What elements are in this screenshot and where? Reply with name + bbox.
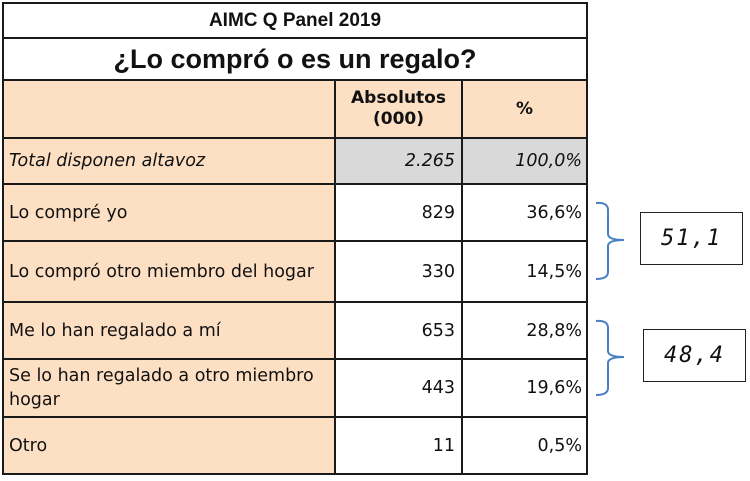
row-pct: 0,5% [463,418,586,473]
table-subtitle: ¿Lo compró o es un regalo? [113,43,477,74]
table-row: Lo compró otro miembro del hogar 330 14,… [4,240,586,301]
title-row: AIMC Q Panel 2019 [4,4,586,37]
header-absolutos-line2: (000) [372,109,424,129]
row-label: Se lo han regalado a otro miembro hogar [4,360,336,416]
row-abs: 443 [336,360,463,416]
table-row: Otro 11 0,5% [4,416,586,473]
row-abs: 829 [336,185,463,240]
header-absolutos-line1: Absolutos [351,88,446,108]
row-label: Me lo han regalado a mí [4,303,336,358]
row-label: Total disponen altavoz [4,139,336,183]
row-label: Lo compró otro miembro del hogar [4,242,336,301]
header-label-cell [4,81,336,137]
row-abs: 11 [336,418,463,473]
table-row: Lo compré yo 829 36,6% [4,183,586,240]
subtitle-row: ¿Lo compró o es un regalo? [4,37,586,79]
table-row-total: Total disponen altavoz 2.265 100,0% [4,137,586,183]
brace-bought-icon [595,201,625,280]
row-pct: 36,6% [463,185,586,240]
brace-gift-icon [595,319,625,396]
sum-gift-box: 48,4 [643,329,746,382]
row-pct: 14,5% [463,242,586,301]
row-abs: 653 [336,303,463,358]
row-pct: 19,6% [463,360,586,416]
row-pct: 100,0% [463,139,586,183]
table-row: Se lo han regalado a otro miembro hogar … [4,358,586,416]
row-label: Otro [4,418,336,473]
header-row: Absolutos (000) % [4,79,586,137]
row-label: Lo compré yo [4,185,336,240]
sum-bought-box: 51,1 [640,212,743,265]
row-abs: 2.265 [336,139,463,183]
row-pct: 28,8% [463,303,586,358]
header-absolutos: Absolutos (000) [336,81,463,137]
data-table: AIMC Q Panel 2019 ¿Lo compró o es un reg… [2,2,588,475]
table-title: AIMC Q Panel 2019 [208,9,382,31]
table-row: Me lo han regalado a mí 653 28,8% [4,301,586,358]
row-abs: 330 [336,242,463,301]
header-percent: % [463,81,586,137]
